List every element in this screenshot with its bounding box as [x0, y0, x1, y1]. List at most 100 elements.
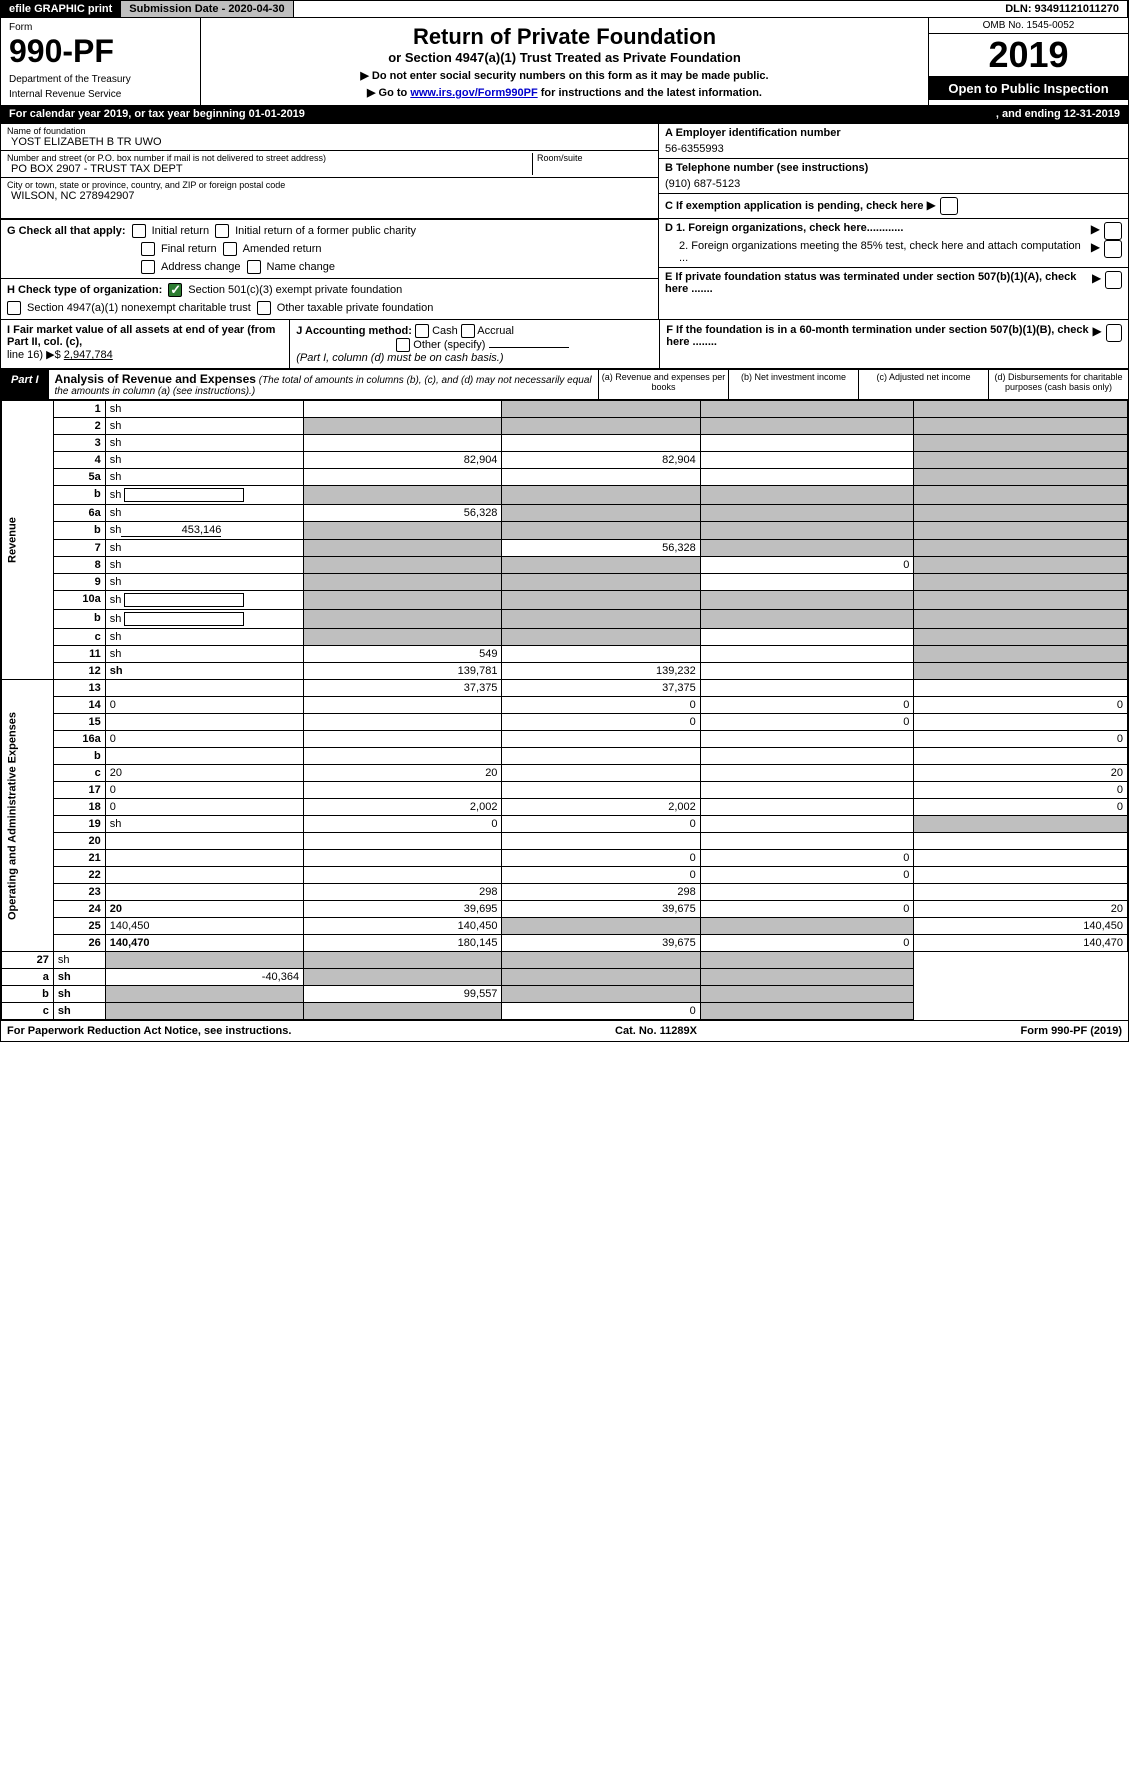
row-desc: sh: [53, 1003, 105, 1020]
row-desc: [105, 833, 303, 850]
cell-shaded: [700, 401, 914, 418]
instr-post: for instructions and the latest informat…: [538, 87, 762, 99]
row-num: 3: [53, 435, 105, 452]
c-label: C If exemption application is pending, c…: [665, 200, 924, 212]
cb-501c3[interactable]: [168, 283, 182, 297]
cell-shaded: [914, 401, 1128, 418]
cell-shaded: [304, 629, 502, 646]
instr-pre: ▶ Go to: [367, 87, 410, 99]
row-num: 9: [53, 574, 105, 591]
d1-checkbox[interactable]: [1104, 222, 1122, 240]
row-desc: sh: [105, 591, 303, 610]
cell-shaded: [914, 591, 1128, 610]
row-desc: [105, 867, 303, 884]
exemption-cell: C If exemption application is pending, c…: [659, 194, 1128, 218]
ein-value: 56-6355993: [665, 139, 1122, 155]
cell-shaded: [502, 418, 700, 435]
cell-value: [502, 833, 700, 850]
cell-value: [914, 884, 1128, 901]
efile-print-button[interactable]: efile GRAPHIC print: [1, 1, 121, 17]
cb-initial-former[interactable]: [215, 224, 229, 238]
cell-value: [304, 850, 502, 867]
cell-value: [700, 435, 914, 452]
irs-form-link[interactable]: www.irs.gov/Form990PF: [410, 87, 537, 99]
cb-other-taxable[interactable]: [257, 301, 271, 315]
cell-shaded: [914, 610, 1128, 629]
row-num: 18: [53, 799, 105, 816]
h3: Other taxable private foundation: [277, 302, 434, 314]
cell-shaded: [304, 574, 502, 591]
cb-cash[interactable]: [415, 324, 429, 338]
i-label: I Fair market value of all assets at end…: [7, 324, 283, 348]
d2-checkbox[interactable]: [1104, 240, 1122, 258]
cell-shaded: [105, 952, 303, 969]
cell-value: [700, 765, 914, 782]
cell-value: [502, 782, 700, 799]
row-desc: sh: [105, 557, 303, 574]
row-num: 22: [53, 867, 105, 884]
cell-value: 0: [700, 714, 914, 731]
cell-value: 0: [700, 867, 914, 884]
cell-shaded: [914, 540, 1128, 557]
instr-ssn: ▶ Do not enter social security numbers o…: [207, 69, 922, 82]
cell-value: 0: [304, 816, 502, 833]
form-label: Form: [9, 22, 192, 33]
cell-value: [700, 748, 914, 765]
g3: Final return: [161, 243, 217, 255]
cell-value: [502, 731, 700, 748]
row-desc: [105, 680, 303, 697]
row-num: 23: [53, 884, 105, 901]
cell-value: 0: [700, 850, 914, 867]
e-checkbox[interactable]: [1105, 271, 1122, 289]
row-num: 6a: [53, 505, 105, 522]
cell-value: 0: [700, 557, 914, 574]
addr-cell: Number and street (or P.O. box number if…: [7, 153, 532, 175]
cb-initial-return[interactable]: [132, 224, 146, 238]
row-desc: sh: [105, 610, 303, 629]
row-num: 21: [53, 850, 105, 867]
submission-date: Submission Date - 2020-04-30: [121, 1, 293, 17]
side-label: Operating and Administrative Expenses: [2, 680, 54, 952]
row-num: 27: [2, 952, 54, 969]
cell-value: 56,328: [304, 505, 502, 522]
cell-shaded: [304, 522, 502, 540]
cell-shaded: [105, 986, 303, 1003]
row-num: 20: [53, 833, 105, 850]
cell-shaded: [700, 969, 914, 986]
cell-shaded: [914, 418, 1128, 435]
c-checkbox[interactable]: [940, 197, 958, 215]
row-num: 16a: [53, 731, 105, 748]
cell-shaded: [700, 610, 914, 629]
h-check-row: H Check type of organization: Section 50…: [1, 278, 658, 301]
row-num: 15: [53, 714, 105, 731]
cell-value: [700, 574, 914, 591]
cb-accrual[interactable]: [461, 324, 475, 338]
cell-value: [700, 629, 914, 646]
cb-other[interactable]: [396, 338, 410, 352]
cb-name-change[interactable]: [247, 260, 261, 274]
cell-value: [304, 697, 502, 714]
row-desc: 20: [105, 765, 303, 782]
cell-value: [700, 799, 914, 816]
row-num: 8: [53, 557, 105, 574]
cb-address-change[interactable]: [141, 260, 155, 274]
row-num: a: [2, 969, 54, 986]
cb-final-return[interactable]: [141, 242, 155, 256]
cb-4947[interactable]: [7, 301, 21, 315]
cell-value: 20: [914, 765, 1128, 782]
name-cell: Name of foundation YOST ELIZABETH B TR U…: [1, 124, 658, 151]
cell-value: [914, 680, 1128, 697]
cell-value: -40,364: [105, 969, 303, 986]
cell-value: 0: [700, 935, 914, 952]
row-num: 25: [53, 918, 105, 935]
cell-value: 0: [502, 850, 700, 867]
form-number: 990-PF: [9, 33, 192, 70]
cb-amended[interactable]: [223, 242, 237, 256]
row-num: b: [53, 522, 105, 540]
ein-cell: A Employer identification number 56-6355…: [659, 124, 1128, 159]
cell-shaded: [502, 986, 700, 1003]
row-desc: sh: [105, 452, 303, 469]
f-checkbox[interactable]: [1106, 324, 1122, 342]
row-desc: sh: [105, 469, 303, 486]
city-label: City or town, state or province, country…: [7, 180, 652, 190]
